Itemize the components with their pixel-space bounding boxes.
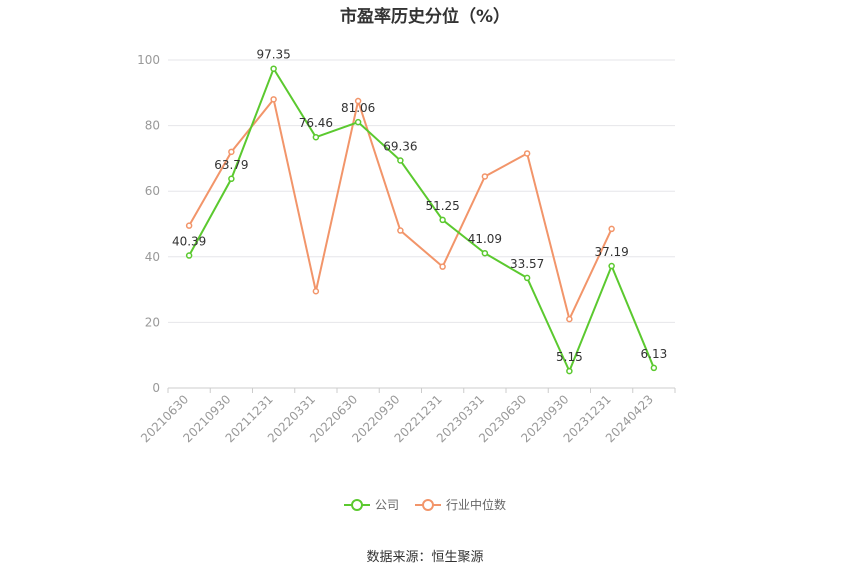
data-label: 6.13 <box>641 347 668 361</box>
legend-line-icon <box>415 498 441 511</box>
data-label: 40.39 <box>172 235 206 249</box>
series-line-0 <box>188 66 655 374</box>
data-point <box>397 227 404 234</box>
legend-label-company: 公司 <box>374 498 399 512</box>
chart-title: 市盈率历史分位（%） <box>339 7 511 27</box>
data-point <box>608 225 615 233</box>
data-point <box>312 287 320 295</box>
data-label: 33.57 <box>510 257 544 271</box>
data-point <box>228 175 235 183</box>
y-tick-label: 40 <box>145 250 160 264</box>
data-point <box>439 263 446 270</box>
data-label: 41.09 <box>468 232 502 246</box>
data-label: 63.79 <box>214 158 248 172</box>
data-point <box>650 364 658 372</box>
series-line-1 <box>188 97 613 323</box>
data-label: 97.35 <box>256 48 290 62</box>
y-tick-label: 20 <box>145 315 160 329</box>
data-point <box>523 274 531 282</box>
legend-label-industry: 行业中位数 <box>446 498 507 512</box>
data-point <box>523 150 531 157</box>
data-point <box>228 148 235 156</box>
data-point <box>397 157 404 164</box>
data-point <box>608 262 615 270</box>
data-point <box>481 249 489 257</box>
data-point <box>185 252 193 259</box>
data-point <box>270 96 277 103</box>
data-label: 81.06 <box>341 101 375 115</box>
legend-item-industry[interactable]: 行业中位数 <box>415 496 506 513</box>
data-label: 69.36 <box>383 139 417 153</box>
source-note: 数据来源：恒生聚源 <box>366 550 484 565</box>
data-point <box>439 216 446 224</box>
data-point <box>566 315 573 323</box>
data-point <box>481 173 489 180</box>
y-tick-label: 80 <box>145 119 160 133</box>
data-point <box>566 367 573 375</box>
y-tick-label: 60 <box>145 184 160 198</box>
data-label: 51.25 <box>425 199 459 213</box>
data-point <box>270 65 277 72</box>
data-label: 5.15 <box>556 350 583 364</box>
series-lines <box>185 65 658 375</box>
data-point <box>312 133 320 141</box>
data-point <box>354 97 362 105</box>
y-tick-label: 0 <box>152 381 160 395</box>
y-tick-label: 100 <box>137 53 160 67</box>
data-point <box>185 222 193 229</box>
data-labels: 40.39 63.79 97.35 76.46 81.06 69.36 51.25 41.09… <box>172 48 667 364</box>
legend: 公司 行业中位数 <box>0 496 850 513</box>
legend-line-icon <box>343 498 370 511</box>
legend-item-company[interactable]: 公司 <box>343 496 399 513</box>
data-label: 37.19 <box>594 245 628 259</box>
data-label: 76.46 <box>299 116 333 130</box>
data-point <box>354 118 362 126</box>
